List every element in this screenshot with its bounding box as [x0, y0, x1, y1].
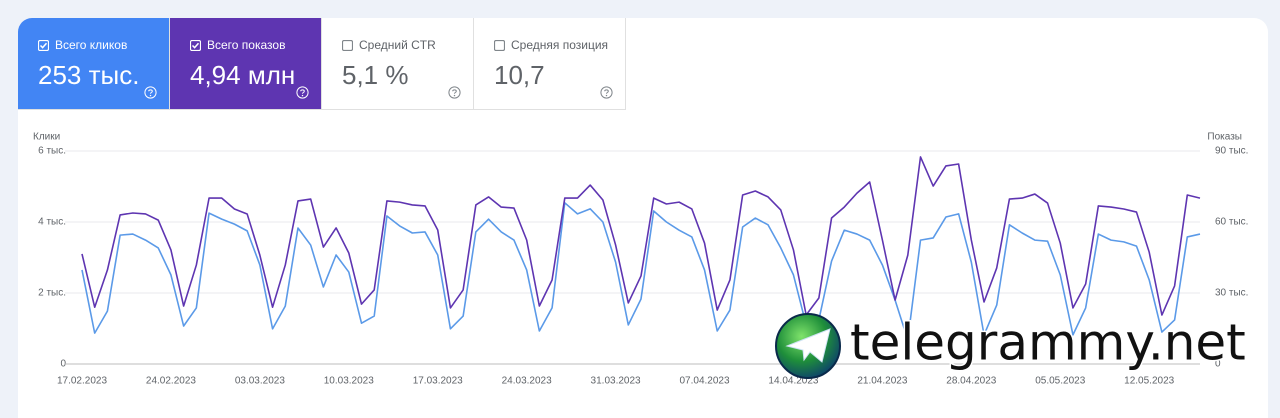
help-dot	[605, 94, 608, 97]
x-tick-label: 03.03.2023	[235, 376, 285, 387]
help-icon[interactable]	[448, 86, 461, 99]
x-tick-label: 17.03.2023	[413, 376, 463, 387]
y-tick-label: 2 тыс.	[38, 288, 66, 299]
x-tick-label: 24.03.2023	[502, 376, 552, 387]
series-line	[81, 202, 1201, 341]
y2-tick-label: 60 тыс.	[1215, 217, 1248, 228]
watermark: telegrammy.net	[775, 312, 1247, 379]
help-icon[interactable]	[600, 86, 613, 99]
checkbox-box	[342, 39, 353, 51]
checkbox[interactable]	[342, 39, 353, 51]
x-tick-label: 28.04.2023	[946, 376, 996, 387]
metric-label: Всего кликов	[55, 38, 128, 52]
metric-card[interactable]: Средняя позиция 10,7	[474, 18, 626, 110]
checkbox-tick	[39, 42, 48, 49]
metric-label-row: Средняя позиция	[494, 38, 608, 52]
checkbox-tick	[191, 42, 200, 49]
metric-label-row: Всего кликов	[38, 38, 127, 52]
help-mark	[452, 89, 457, 94]
metric-card[interactable]: Всего кликов 253 тыс.	[18, 18, 170, 110]
y-axis-title: Клики	[33, 132, 60, 143]
series-line	[81, 156, 1201, 316]
x-tick-label: 24.02.2023	[146, 376, 196, 387]
help-mark	[604, 89, 609, 94]
help-icon[interactable]	[296, 86, 309, 99]
x-tick-label: 10.03.2023	[324, 376, 374, 387]
chart: Клики Показы 0 2 тыс. 4 тыс. 6 тыс. 0 30 тыс.…	[33, 132, 1248, 387]
x-tick-label: 14.04.2023	[768, 376, 818, 387]
y2-axis-title: Показы	[1207, 132, 1242, 143]
help-dot	[453, 94, 456, 97]
checkbox-box	[190, 39, 201, 51]
metric-value: 10,7	[494, 60, 545, 90]
checkbox-box	[494, 39, 505, 51]
metric-cards: Всего кликов 253 тыс. Всего показов 4,94 мл…	[18, 18, 626, 110]
help-circle	[600, 86, 613, 99]
metric-value: 253 тыс.	[38, 60, 140, 90]
y2-tick-label: 30 тыс.	[1215, 288, 1248, 299]
page: Всего кликов 253 тыс. Всего показов 4,94 мл…	[18, 18, 1268, 418]
metric-value: 4,94 млн	[190, 60, 296, 90]
metric-label: Средняя позиция	[511, 38, 609, 52]
x-tick-label: 17.02.2023	[57, 376, 107, 387]
metric-value: 5,1 %	[342, 60, 409, 90]
help-circle	[144, 86, 157, 99]
help-mark	[300, 89, 305, 94]
checkbox[interactable]	[494, 39, 505, 51]
y-tick-label: 0	[60, 359, 66, 370]
x-tick-label: 12.05.2023	[1124, 376, 1174, 387]
metric-label: Всего показов	[207, 38, 286, 52]
help-dot	[301, 94, 304, 97]
metric-label-row: Всего показов	[190, 38, 285, 52]
watermark-plane	[785, 328, 831, 363]
checkbox[interactable]	[38, 39, 49, 51]
metric-label-row: Средний CTR	[342, 38, 436, 52]
y2-tick-label: 0	[1215, 359, 1221, 370]
checkbox[interactable]	[190, 39, 201, 51]
performance-panel: Всего кликов 253 тыс. Всего показов 4,94 мл…	[18, 18, 1268, 418]
help-mark	[148, 89, 153, 94]
y-tick-label: 6 тыс.	[38, 146, 66, 157]
y-tick-label: 4 тыс.	[38, 217, 66, 228]
metric-card[interactable]: Всего показов 4,94 млн	[170, 18, 322, 110]
checkbox-box	[38, 39, 49, 51]
help-circle	[448, 86, 461, 99]
x-tick-label: 31.03.2023	[591, 376, 641, 387]
help-dot	[149, 94, 152, 97]
x-tick-label: 07.04.2023	[679, 376, 729, 387]
help-circle	[296, 86, 309, 99]
help-icon[interactable]	[144, 86, 157, 99]
x-tick-label: 21.04.2023	[857, 376, 907, 387]
x-tick-label: 05.05.2023	[1035, 376, 1085, 387]
metric-label: Средний CTR	[359, 38, 436, 52]
metric-card[interactable]: Средний CTR 5,1 %	[322, 18, 474, 110]
watermark-text: telegrammy.net	[850, 314, 1246, 372]
y2-tick-label: 90 тыс.	[1215, 146, 1248, 157]
